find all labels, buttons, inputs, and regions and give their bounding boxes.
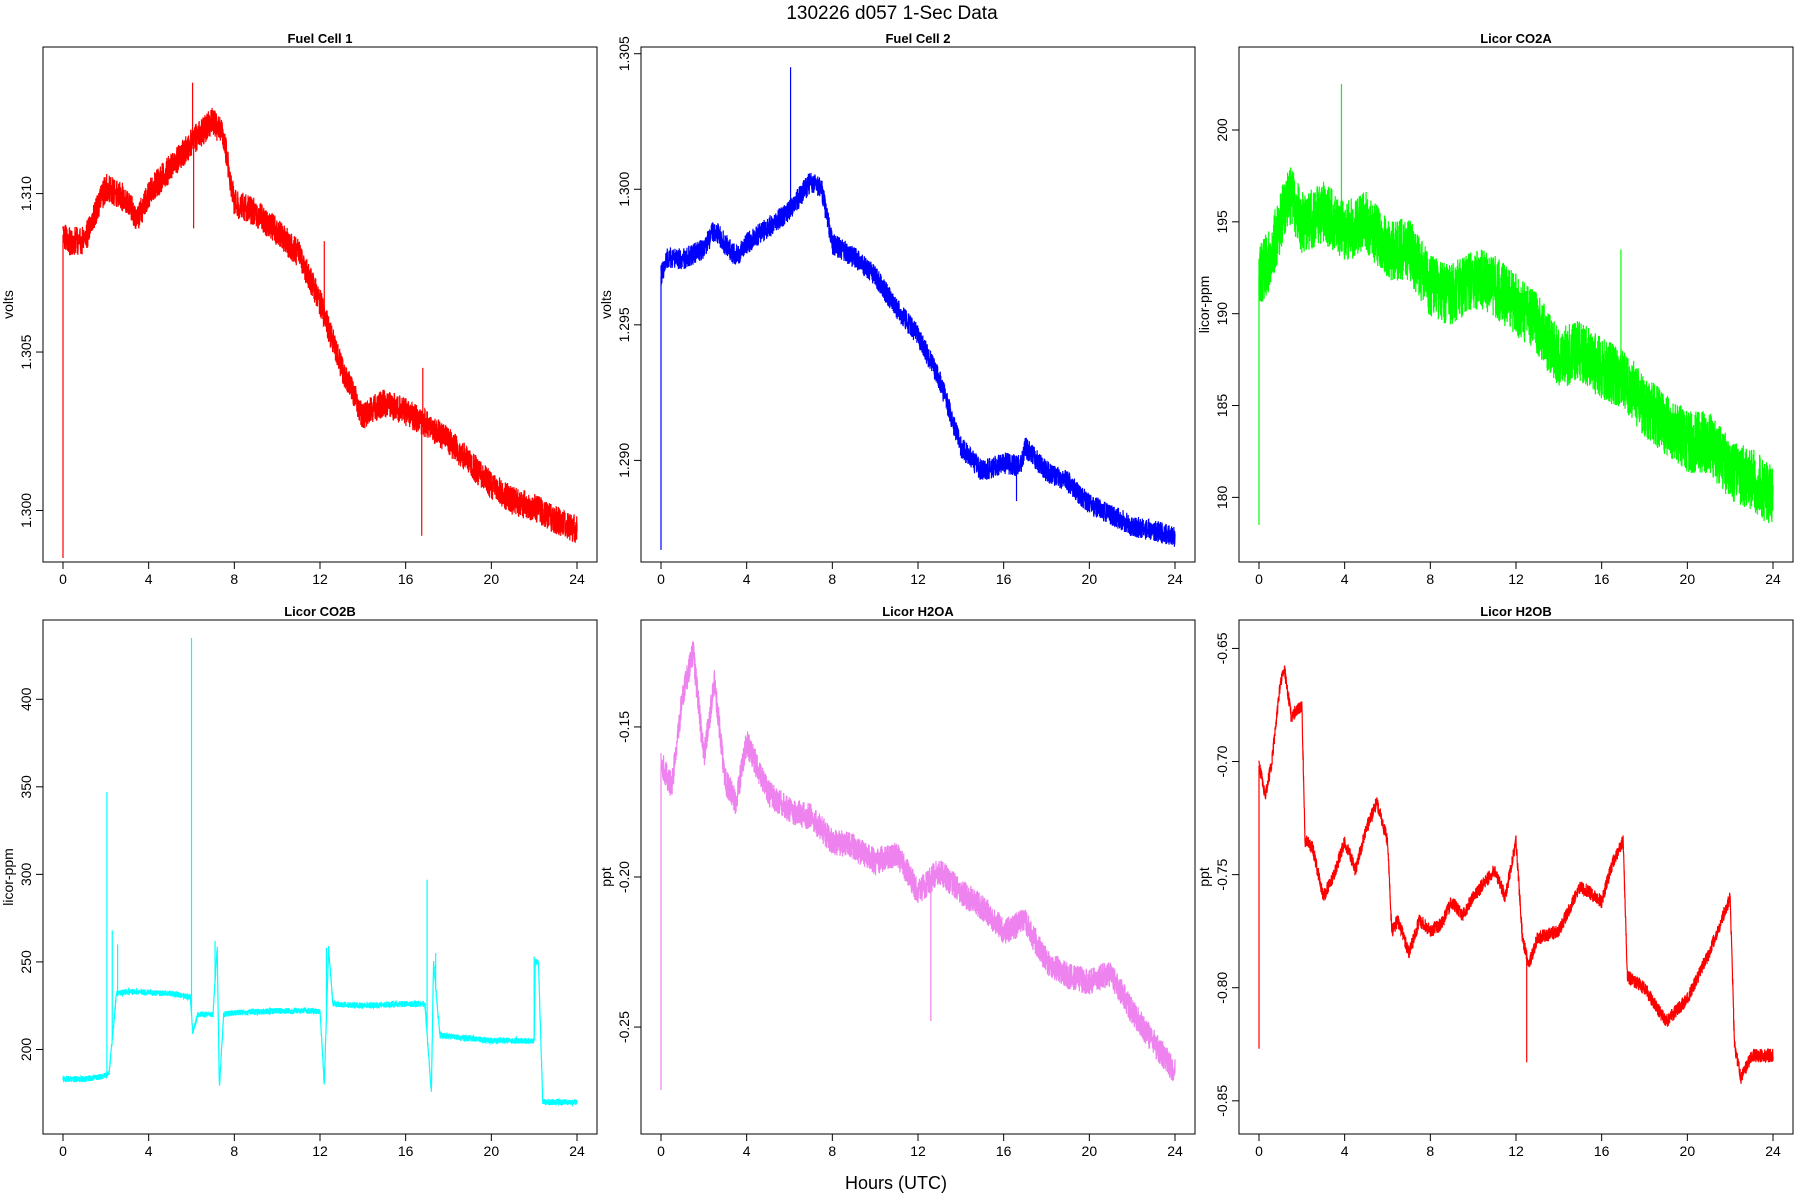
chart-panel-4: Licor CO2B 0 4 8 12 16 20 24 200 250 300 350 400 lico… [0, 604, 598, 1159]
series-line [1258, 167, 1774, 524]
x-tick-label: 8 [1426, 571, 1434, 587]
x-tick-label: 20 [484, 1143, 500, 1159]
x-tick-label: 12 [910, 571, 926, 587]
y-tick-label: 190 [1214, 302, 1230, 326]
y-tick-label: 1.300 [616, 172, 632, 207]
y-tick-label: 1.295 [616, 307, 632, 342]
y-tick-label: 195 [1214, 210, 1230, 234]
chart-panel-2: Fuel Cell 2 0 4 8 12 16 20 24 1.290 1.295 1.300 1.3… [598, 31, 1196, 587]
series-line [660, 172, 1176, 547]
x-tick-label: 12 [910, 1143, 926, 1159]
panels: Fuel Cell 1 0 4 8 12 16 20 24 1.300 1.305 1.310 vol… [0, 31, 1794, 1159]
x-tick-label: 0 [1255, 571, 1263, 587]
y-tick-label: -0.65 [1214, 632, 1230, 664]
panel-title: Licor CO2A [1480, 31, 1552, 46]
x-tick-label: 24 [1765, 571, 1781, 587]
y-axis-label: ppt [598, 867, 614, 887]
y-tick-label: 200 [1214, 118, 1230, 142]
y-tick-label: 1.290 [616, 443, 632, 478]
y-tick-label: 400 [18, 687, 34, 711]
series-line [660, 641, 1176, 1082]
y-tick-label: 300 [18, 862, 34, 886]
y-tick-label: -0.15 [616, 711, 632, 743]
panel-title: Licor H2OB [1480, 604, 1552, 619]
x-tick-label: 0 [657, 1143, 665, 1159]
x-tick-label: 16 [1594, 571, 1610, 587]
x-tick-label: 8 [230, 571, 238, 587]
x-tick-label: 24 [569, 1143, 585, 1159]
chart-panel-1: Fuel Cell 1 0 4 8 12 16 20 24 1.300 1.305 1.310 vol… [0, 31, 598, 587]
x-tick-label: 4 [1341, 571, 1349, 587]
x-axis-label: Hours (UTC) [845, 1173, 947, 1193]
x-tick-label: 4 [145, 571, 153, 587]
y-tick-label: -0.80 [1214, 972, 1230, 1004]
x-tick-label: 12 [312, 1143, 328, 1159]
x-tick-label: 8 [1426, 1143, 1434, 1159]
x-tick-label: 16 [996, 571, 1012, 587]
x-tick-label: 4 [743, 1143, 751, 1159]
y-axis-label: volts [598, 290, 614, 319]
y-tick-label: -0.85 [1214, 1085, 1230, 1117]
x-tick-label: 4 [743, 571, 751, 587]
chart-panel-5: Licor H2OA 0 4 8 12 16 20 24 -0.25 -0.20 -0.15 ppt [598, 604, 1196, 1159]
y-tick-label: -0.20 [616, 861, 632, 893]
x-tick-label: 0 [657, 571, 665, 587]
x-tick-label: 8 [230, 1143, 238, 1159]
panel-title: Fuel Cell 2 [885, 31, 950, 46]
x-tick-label: 20 [1082, 1143, 1098, 1159]
x-tick-label: 0 [59, 571, 67, 587]
x-tick-label: 24 [569, 571, 585, 587]
x-tick-label: 4 [145, 1143, 153, 1159]
x-tick-label: 12 [1508, 571, 1524, 587]
y-tick-label: 185 [1214, 394, 1230, 418]
x-tick-label: 16 [398, 571, 414, 587]
y-tick-label: -0.75 [1214, 858, 1230, 890]
y-tick-label: -0.70 [1214, 745, 1230, 777]
y-tick-label: 1.305 [18, 334, 34, 369]
x-tick-label: 4 [1341, 1143, 1349, 1159]
x-tick-label: 8 [828, 571, 836, 587]
x-tick-label: 24 [1167, 1143, 1183, 1159]
series-line [62, 945, 578, 1107]
x-tick-label: 24 [1765, 1143, 1781, 1159]
panel-title: Licor CO2B [284, 604, 356, 619]
x-tick-label: 20 [484, 571, 500, 587]
x-tick-label: 24 [1167, 571, 1183, 587]
chart-panel-3: Licor CO2A 0 4 8 12 16 20 24 180 185 190 195 200 lico… [1196, 31, 1794, 587]
y-tick-label: 1.310 [18, 176, 34, 211]
y-tick-label: 180 [1214, 485, 1230, 509]
x-tick-label: 12 [312, 571, 328, 587]
y-axis-label: volts [0, 290, 16, 319]
x-tick-label: 8 [828, 1143, 836, 1159]
x-tick-label: 0 [59, 1143, 67, 1159]
y-tick-label: 1.305 [616, 36, 632, 71]
y-axis-label: licor-ppm [1196, 276, 1212, 334]
y-axis-label: licor-ppm [0, 848, 16, 906]
y-tick-label: 1.300 [18, 493, 34, 528]
panel-title: Fuel Cell 1 [287, 31, 352, 46]
series-line [62, 107, 578, 543]
x-tick-label: 20 [1082, 571, 1098, 587]
panel-title: Licor H2OA [882, 604, 954, 619]
series-line [1258, 665, 1774, 1084]
x-tick-label: 20 [1680, 571, 1696, 587]
x-tick-label: 16 [398, 1143, 414, 1159]
figure-title: 130226 d057 1-Sec Data [786, 3, 998, 24]
y-tick-label: 200 [18, 1038, 34, 1062]
x-tick-label: 16 [996, 1143, 1012, 1159]
y-axis-label: ppt [1196, 867, 1212, 887]
y-tick-label: 350 [18, 775, 34, 799]
y-tick-label: 250 [18, 950, 34, 974]
x-tick-label: 12 [1508, 1143, 1524, 1159]
x-tick-label: 16 [1594, 1143, 1610, 1159]
chart-panel-6: Licor H2OB 0 4 8 12 16 20 24 -0.85 -0.80 -0.75 -0.7… [1196, 604, 1794, 1159]
x-tick-label: 20 [1680, 1143, 1696, 1159]
x-tick-label: 0 [1255, 1143, 1263, 1159]
y-tick-label: -0.25 [616, 1011, 632, 1043]
